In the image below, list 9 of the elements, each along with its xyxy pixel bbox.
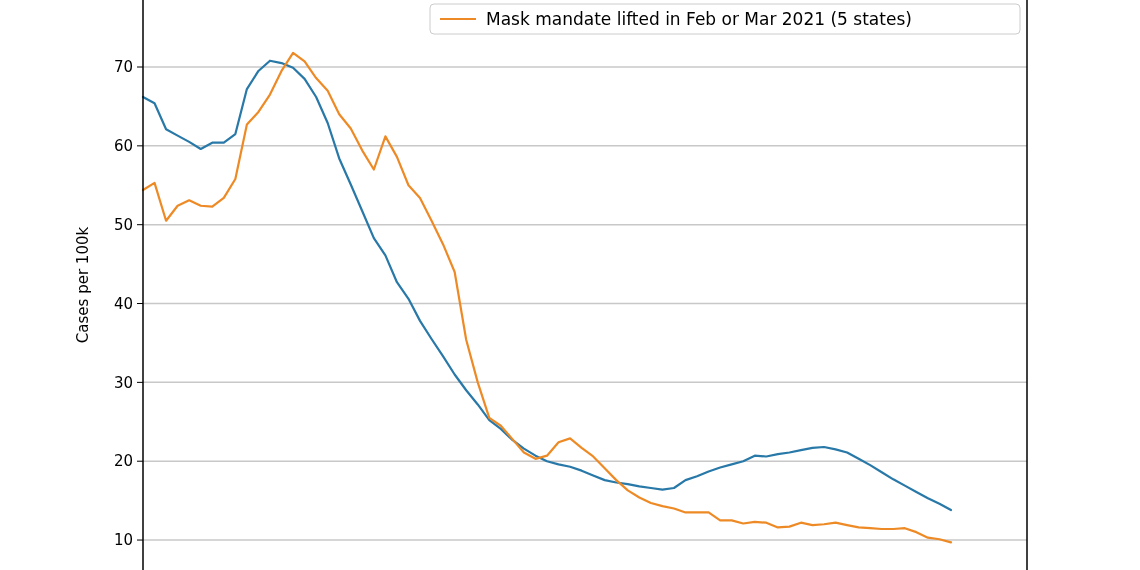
y-axis-title: Cases per 100k [74, 226, 92, 344]
y-tick-label: 50 [113, 215, 133, 234]
y-tick-label: 10 [113, 531, 133, 550]
y-tick-label: 20 [113, 452, 133, 471]
y-tick-label: 70 [113, 58, 133, 77]
legend-label: Mask mandate lifted in Feb or Mar 2021 (5 states) [486, 8, 912, 29]
y-tick-label: 60 [113, 137, 133, 156]
y-tick-label: 40 [113, 294, 133, 313]
y-tick-label: 30 [113, 373, 133, 392]
